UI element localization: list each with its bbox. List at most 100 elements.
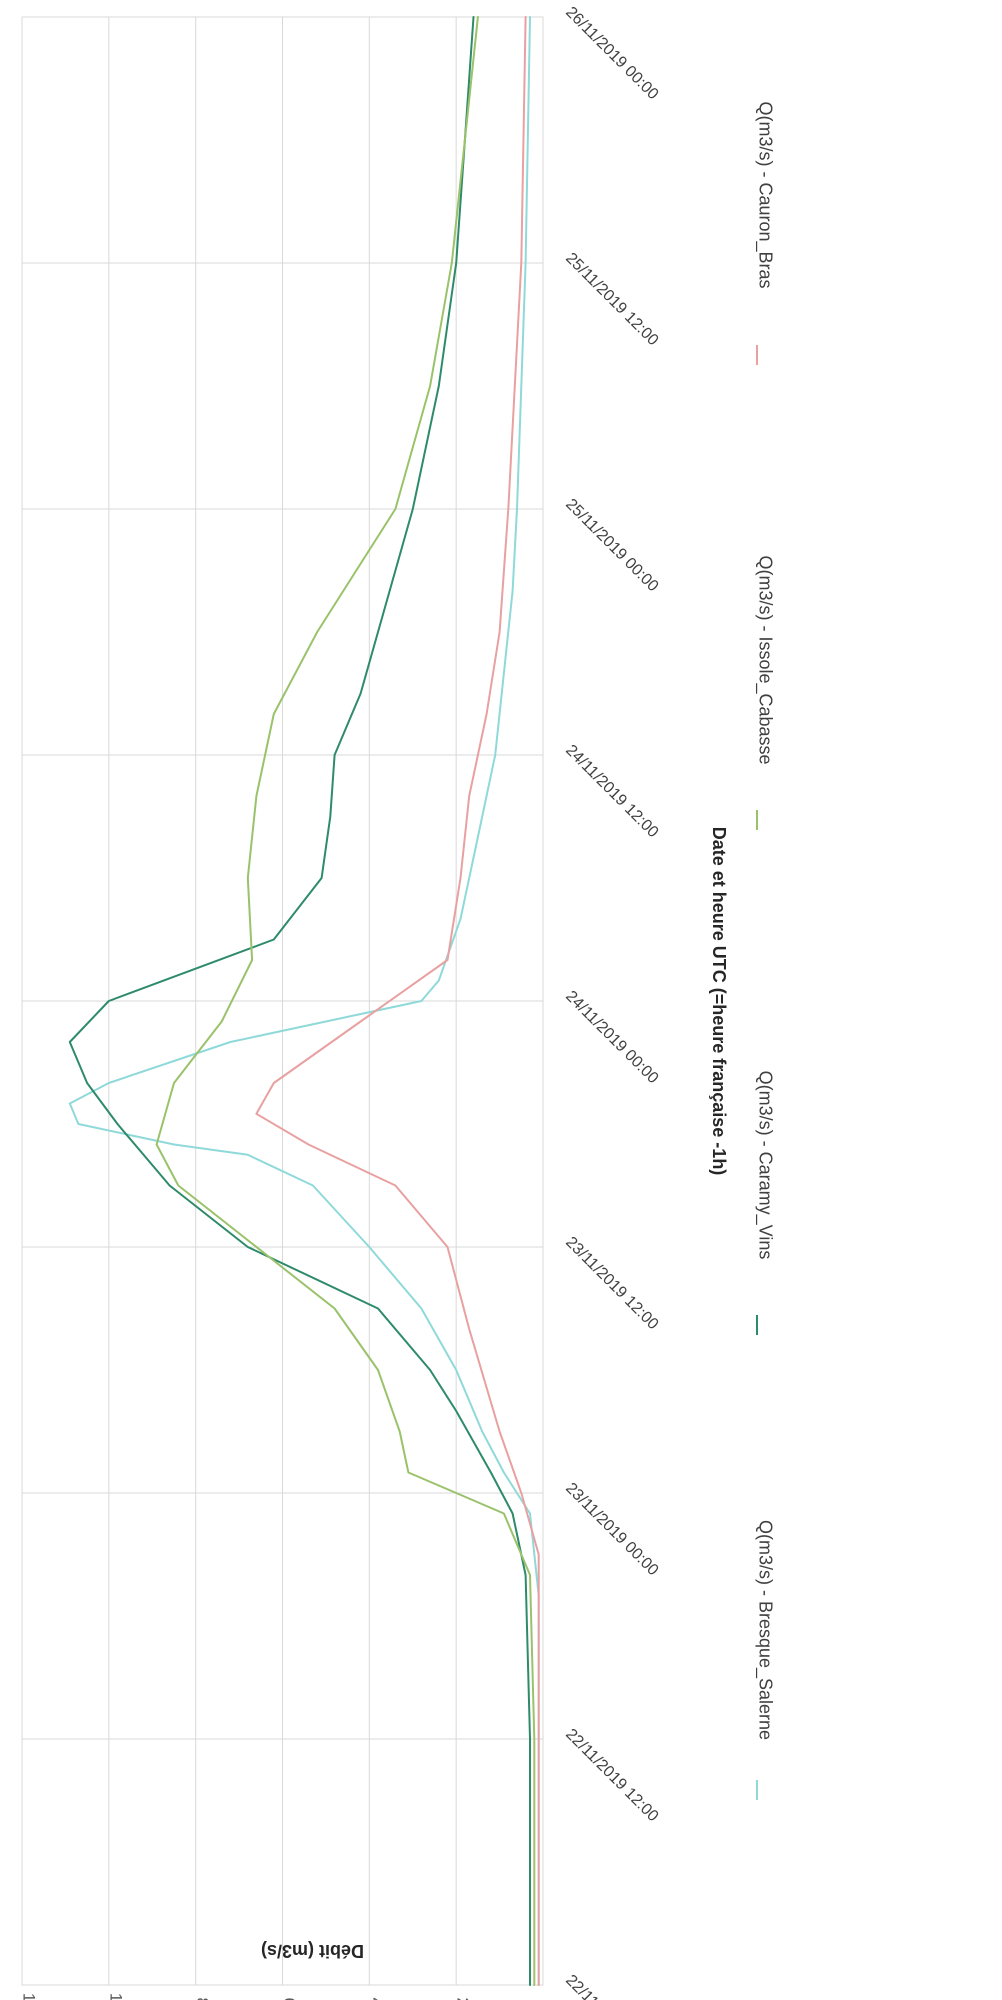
data-point [377,631,379,633]
series-layer [68,16,540,1986]
date-tick-label: 26/11/2019 00:00 [562,4,661,103]
data-point [320,877,323,879]
data-point [168,1184,171,1187]
data-point [520,262,523,264]
date-tick-label: 25/11/2019 00:00 [562,496,661,595]
value-tick-label: 120 [20,1993,39,2000]
data-point [229,1225,232,1228]
data-point [108,1000,110,1002]
data-point [459,918,462,920]
series-line-3 [155,16,536,1986]
data-point [529,1512,531,1515]
data-point [312,1184,314,1187]
data-point [177,1184,180,1187]
data-point [472,16,475,18]
data-point [438,979,440,982]
data-point [455,1492,458,1494]
data-point [247,877,249,879]
data-point [155,1143,158,1146]
date-tick-label: 25/11/2019 12:00 [562,250,661,349]
data-point [273,1082,275,1084]
legend-label: Q(m3/s) - Bresque_Salerne [754,1520,775,1740]
legend-item-4: Q(m3/s) - Cauron_Bras [754,101,775,365]
data-point [394,508,397,510]
x-tick-labels: 22/11/2019 00:00 22/11/2019 12:00 23/11/20… [562,4,661,2000]
data-point [316,631,319,633]
data-point [455,1369,458,1371]
data-point [537,1984,540,1986]
data-point [255,1113,258,1115]
data-point [494,754,497,756]
date-tick-label: 24/11/2019 12:00 [562,742,661,841]
date-tick-label: 23/11/2019 00:00 [562,1480,661,1579]
legend-item-1: Q(m3/s) - Bresque_Salerne [754,1520,775,1800]
data-point [511,590,514,592]
data-point [307,1143,310,1146]
data-point [446,959,449,961]
data-point [398,1430,401,1433]
data-point [503,672,505,674]
data-point [455,262,458,264]
data-point [333,754,336,756]
data-point [490,1471,492,1474]
data-point [273,713,275,715]
data-point [503,1512,505,1515]
data-point [173,1082,175,1084]
date-tick-label: 22/11/2019 00:00 [562,1972,661,2000]
series-line-1 [68,16,540,1986]
data-point [368,1246,371,1248]
data-point [485,713,488,715]
legend-item-2: Q(m3/s) - Caramy_Vins [754,1071,775,1335]
data-point [520,1492,523,1494]
date-tick-label: 24/11/2019 00:00 [562,988,661,1087]
data-point [438,385,440,387]
data-point [468,795,471,797]
series-line-4 [255,16,540,1986]
data-point [529,16,531,18]
data-point [507,508,510,510]
data-point [516,508,518,510]
legend: Q(m3/s) - Bresque_Salerne Q(m3/s) - Caram… [754,101,775,1800]
data-point [477,16,479,18]
data-point [333,1307,336,1310]
data-point [533,1738,536,1740]
legend-label: Q(m3/s) - Cauron_Bras [754,101,775,288]
data-point [451,262,453,264]
data-point [77,1123,80,1125]
data-point [537,1738,540,1740]
data-point [533,1984,536,1986]
data-point [281,1266,284,1269]
data-point [394,1184,397,1187]
data-point [529,1738,531,1740]
grid-layer [21,16,544,1986]
data-point [377,1369,379,1371]
data-point [359,692,362,695]
data-point [524,262,527,264]
y-tick-labels: 020406080100120 [20,1993,473,2000]
data-point [429,385,431,387]
value-tick-label: 40 [367,1998,386,2000]
data-point [220,1020,223,1023]
data-point [511,1512,514,1515]
data-point [537,1553,540,1556]
data-point [359,1020,362,1023]
data-point [498,631,501,633]
data-point [255,795,258,797]
data-point [468,1328,471,1330]
data-point [407,1471,410,1474]
data-point [455,1410,458,1412]
data-point [251,959,253,961]
data-point [429,1369,431,1371]
value-tick-label: 60 [280,1998,299,2000]
legend-item-3: Q(m3/s) - Issole_Cabasse [754,555,775,830]
data-point [420,1000,423,1002]
data-point [229,1041,232,1043]
value-tick-label: 80 [193,1998,212,2000]
data-point [116,1123,119,1125]
data-point [368,549,371,551]
data-point [108,1082,110,1084]
data-point [498,1430,501,1433]
data-point [69,1102,71,1105]
value-tick-label: 20 [454,1998,473,2000]
data-point [69,1041,71,1043]
